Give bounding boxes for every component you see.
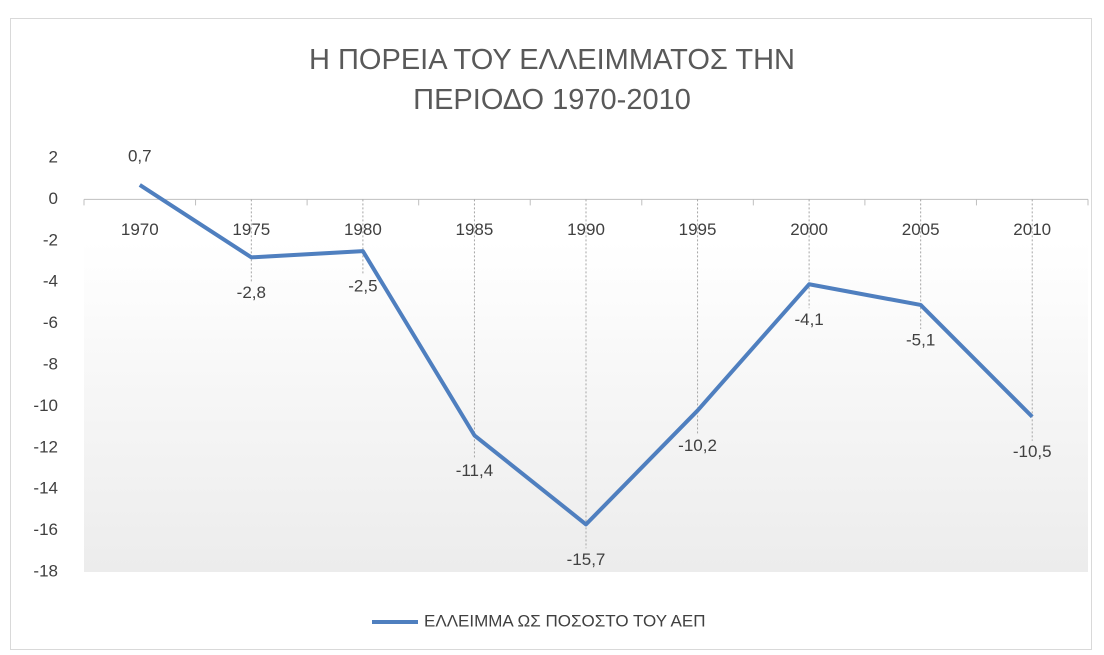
data-label: -2,8	[237, 283, 266, 302]
y-tick-label: -16	[33, 520, 58, 539]
series-line	[138, 183, 1034, 527]
y-tick-label: -12	[33, 437, 58, 456]
y-tick-label: -4	[43, 272, 58, 291]
legend-label: ΕΛΛΕΙΜΜΑ ΩΣ ΠΟΣΟΣΤΟ ΤΟΥ ΑΕΠ	[424, 611, 705, 630]
chart-title: Η ΠΟΡΕΙΑ ΤΟΥ ΕΛΛΕΙΜΜΑΤΟΣ ΤΗΝ ΠΕΡΙΟΔΟ 197…	[308, 44, 795, 116]
y-tick-label: -14	[33, 479, 58, 498]
y-tick-label: -18	[33, 561, 58, 580]
x-tick-label: 1970	[121, 220, 159, 239]
y-tick-label: 2	[49, 147, 58, 166]
data-label: -10,5	[1013, 442, 1052, 461]
y-tick-label: -10	[33, 396, 58, 415]
chart-frame	[10, 18, 1092, 650]
data-label: -11,4	[456, 461, 494, 480]
data-label: -10,2	[678, 436, 717, 455]
data-label: -2,5	[348, 277, 377, 296]
y-tick-label: 0	[49, 189, 58, 208]
data-label: -5,1	[906, 330, 935, 349]
y-tick-label: -8	[43, 354, 58, 373]
data-label: -4,1	[794, 310, 823, 329]
data-label: 0,7	[128, 146, 152, 165]
y-tick-label: -6	[43, 313, 58, 332]
y-tick-label: -2	[43, 230, 58, 249]
data-label: -15,7	[567, 550, 606, 569]
